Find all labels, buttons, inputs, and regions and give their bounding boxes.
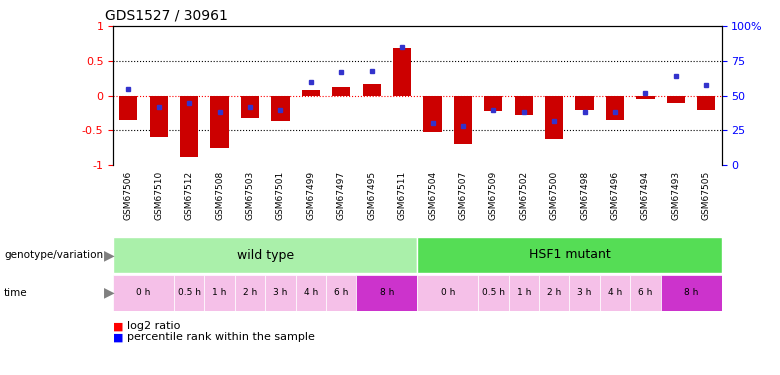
Bar — [113, 274, 174, 310]
Text: 0 h: 0 h — [136, 288, 151, 297]
Bar — [271, 96, 289, 121]
Text: GDS1527 / 30961: GDS1527 / 30961 — [105, 9, 229, 22]
Bar — [296, 274, 326, 310]
Bar — [356, 274, 417, 310]
Text: 0 h: 0 h — [441, 288, 455, 297]
Bar — [539, 274, 569, 310]
Bar — [211, 96, 229, 148]
Bar — [569, 274, 600, 310]
Bar — [174, 274, 204, 310]
Bar — [417, 237, 722, 273]
Bar — [241, 96, 259, 118]
Bar — [509, 274, 539, 310]
Bar — [393, 48, 411, 96]
Text: ■: ■ — [113, 321, 127, 331]
Bar — [235, 274, 265, 310]
Text: 6 h: 6 h — [334, 288, 349, 297]
Bar — [454, 96, 472, 144]
Text: 2 h: 2 h — [243, 288, 257, 297]
Text: genotype/variation: genotype/variation — [4, 250, 103, 260]
Bar — [515, 96, 533, 115]
Bar — [424, 96, 441, 132]
Bar — [667, 96, 685, 103]
Text: 1 h: 1 h — [516, 288, 531, 297]
Text: ▶: ▶ — [104, 248, 115, 262]
Bar — [150, 96, 168, 137]
Bar — [119, 96, 137, 120]
Bar — [363, 84, 381, 96]
Bar — [600, 274, 630, 310]
Text: 4 h: 4 h — [303, 288, 318, 297]
Text: 8 h: 8 h — [684, 288, 698, 297]
Bar — [697, 96, 715, 109]
Bar — [180, 96, 198, 157]
Bar — [576, 96, 594, 109]
Text: 3 h: 3 h — [273, 288, 288, 297]
Bar — [113, 237, 417, 273]
Text: 4 h: 4 h — [608, 288, 622, 297]
Bar — [545, 96, 563, 139]
Bar — [606, 96, 624, 120]
Text: 2 h: 2 h — [547, 288, 562, 297]
Text: HSF1 mutant: HSF1 mutant — [529, 249, 610, 261]
Text: 3 h: 3 h — [577, 288, 592, 297]
Text: 1 h: 1 h — [212, 288, 227, 297]
Text: ■: ■ — [113, 333, 127, 342]
Bar — [302, 90, 320, 96]
Bar — [630, 274, 661, 310]
Bar — [417, 274, 478, 310]
Bar — [484, 96, 502, 111]
Bar — [661, 274, 722, 310]
Bar — [332, 87, 350, 96]
Bar — [636, 96, 654, 99]
Bar — [265, 274, 296, 310]
Text: 8 h: 8 h — [380, 288, 394, 297]
Text: log2 ratio: log2 ratio — [127, 321, 180, 331]
Text: percentile rank within the sample: percentile rank within the sample — [127, 333, 315, 342]
Text: 0.5 h: 0.5 h — [482, 288, 505, 297]
Text: 6 h: 6 h — [638, 288, 653, 297]
Bar — [204, 274, 235, 310]
Text: 0.5 h: 0.5 h — [178, 288, 200, 297]
Bar — [326, 274, 356, 310]
Text: time: time — [4, 288, 27, 297]
Text: ▶: ▶ — [104, 285, 115, 300]
Text: wild type: wild type — [236, 249, 294, 261]
Bar — [478, 274, 509, 310]
